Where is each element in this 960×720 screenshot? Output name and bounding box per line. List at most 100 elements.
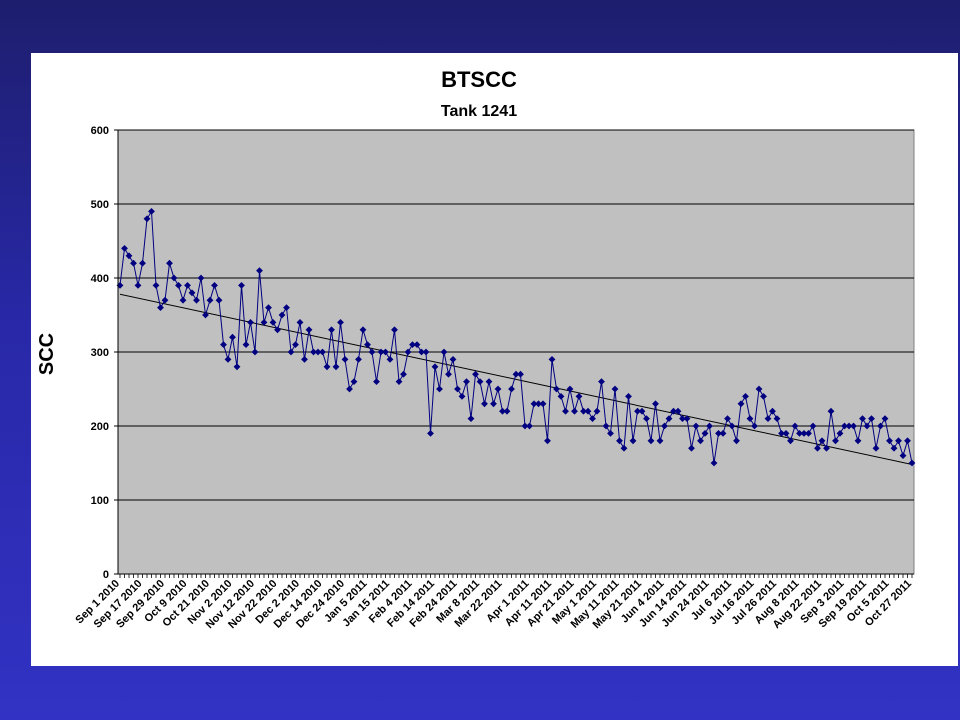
data-point	[472, 370, 479, 378]
data-point	[332, 363, 340, 371]
data-point	[328, 326, 335, 334]
data-point	[701, 430, 709, 437]
data-point	[341, 356, 349, 363]
data-point	[296, 319, 304, 326]
data-point	[238, 282, 245, 289]
data-point	[535, 400, 542, 408]
data-point	[247, 319, 254, 326]
data-point	[760, 393, 767, 400]
data-point	[571, 407, 578, 415]
data-point	[166, 259, 173, 267]
data-point	[580, 407, 587, 415]
data-point	[242, 341, 250, 348]
data-point	[544, 437, 551, 445]
data-point	[157, 304, 164, 311]
series-layer	[116, 208, 916, 467]
data-point	[373, 378, 380, 385]
data-point	[152, 282, 160, 289]
data-point	[359, 326, 367, 334]
data-point	[755, 385, 763, 393]
data-point	[877, 422, 884, 430]
y-tick-label: 200	[91, 421, 109, 433]
data-point	[440, 348, 448, 356]
data-point	[791, 422, 799, 430]
data-point	[773, 415, 781, 422]
data-point	[854, 437, 862, 445]
data-point	[445, 370, 452, 378]
data-point	[350, 378, 358, 385]
data-point	[121, 245, 128, 252]
data-point	[895, 437, 902, 445]
data-point	[566, 385, 574, 393]
data-point	[715, 430, 722, 437]
data-point	[319, 348, 326, 356]
data-point	[827, 407, 835, 415]
data-point	[611, 385, 619, 393]
data-point	[418, 348, 425, 356]
data-point	[233, 363, 241, 371]
data-point	[548, 356, 556, 363]
data-point	[485, 378, 493, 385]
data-point	[512, 370, 520, 378]
data-point	[836, 430, 844, 437]
data-point	[697, 437, 704, 445]
data-point	[499, 407, 506, 415]
data-point	[368, 348, 376, 356]
data-point	[494, 385, 502, 393]
data-point	[503, 407, 511, 415]
data-point	[620, 444, 628, 452]
data-point	[616, 437, 623, 445]
data-point	[278, 311, 286, 319]
data-point	[634, 407, 641, 415]
data-point	[211, 282, 218, 289]
data-point	[589, 415, 596, 422]
data-point	[742, 393, 749, 400]
data-point	[647, 437, 655, 445]
data-point	[395, 378, 403, 385]
data-point	[746, 415, 754, 422]
data-point	[814, 444, 821, 452]
y-tick-label: 0	[103, 569, 109, 581]
data-point	[467, 415, 475, 422]
chart-subtitle: Tank 1241	[441, 103, 517, 120]
data-point	[314, 348, 322, 356]
data-point	[598, 378, 605, 385]
y-tick-label: 300	[91, 347, 109, 359]
data-point	[404, 348, 412, 356]
data-point	[364, 341, 371, 348]
data-point	[193, 296, 200, 304]
data-point	[724, 415, 731, 422]
data-point	[706, 422, 713, 430]
data-point	[292, 341, 299, 348]
data-point	[652, 400, 659, 408]
data-point	[769, 407, 776, 415]
data-point	[899, 452, 907, 459]
data-point	[431, 363, 439, 371]
data-point	[692, 422, 700, 430]
data-point	[787, 437, 794, 445]
data-point	[778, 430, 785, 437]
data-point	[224, 356, 232, 363]
data-point	[400, 370, 407, 378]
data-point	[202, 311, 209, 319]
data-point	[305, 326, 313, 334]
data-point	[526, 422, 533, 430]
data-point	[539, 400, 547, 408]
y-tick-label: 500	[91, 199, 109, 211]
data-point	[175, 282, 182, 289]
data-point	[179, 296, 187, 304]
data-point	[283, 304, 290, 311]
data-point	[463, 378, 470, 385]
data-point	[409, 341, 416, 348]
y-axis-label: SCC	[36, 333, 58, 375]
data-point	[377, 348, 385, 356]
data-point	[904, 437, 911, 445]
data-point	[130, 259, 137, 267]
data-point	[161, 296, 169, 304]
data-point	[841, 422, 848, 430]
data-point	[881, 415, 889, 422]
data-point	[139, 259, 146, 267]
data-point	[391, 326, 398, 334]
data-point	[436, 385, 443, 393]
